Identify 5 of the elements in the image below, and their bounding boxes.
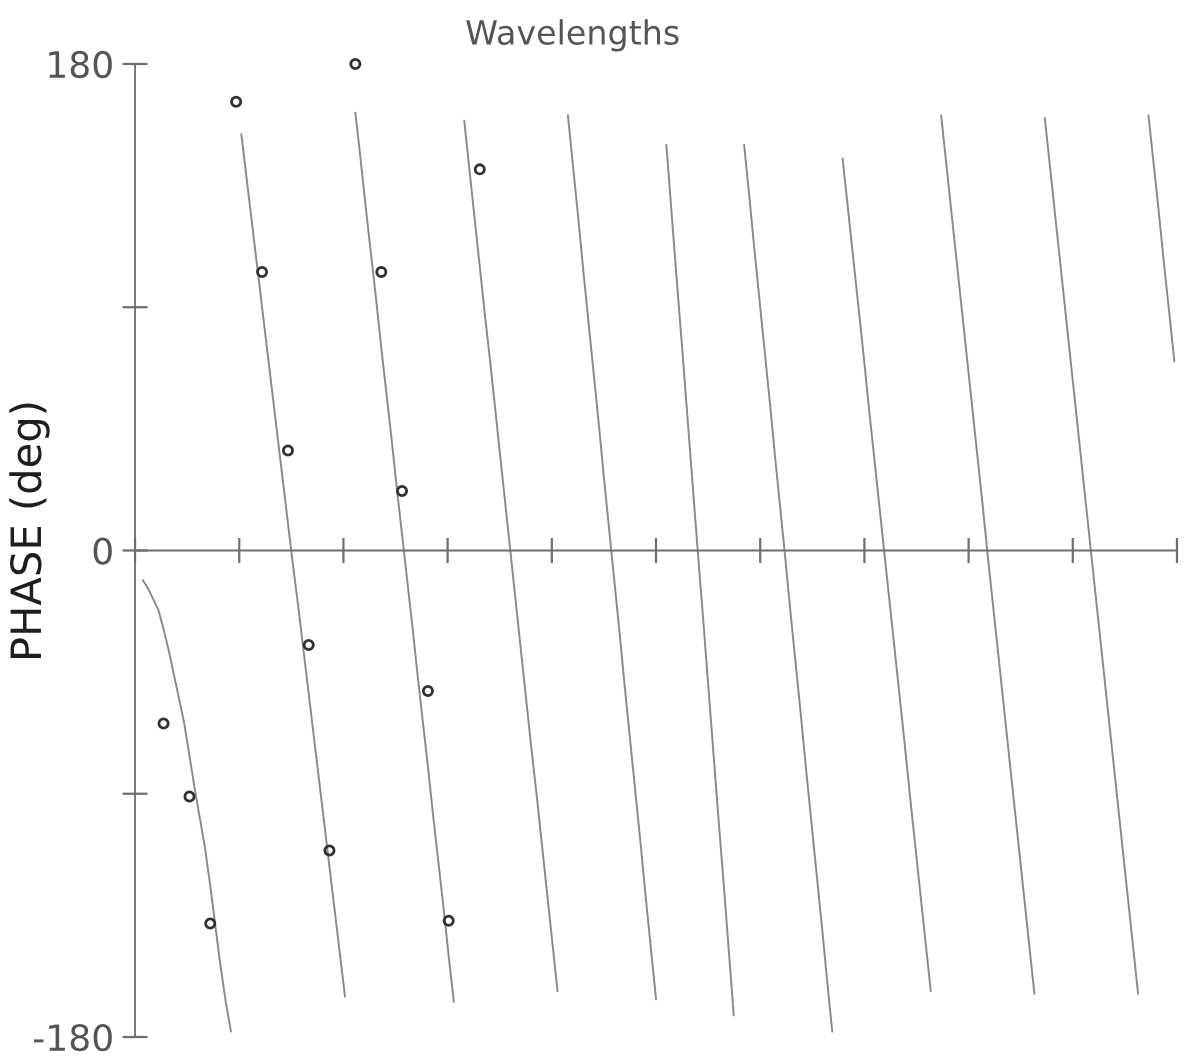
y-tick-label: -180	[34, 1023, 112, 1052]
chart-title: Wavelengths	[466, 19, 679, 52]
y-axis-title: PHASE (deg)	[9, 403, 50, 658]
y-tick-label: 180	[49, 50, 112, 79]
y-tick-label: 0	[93, 537, 112, 565]
